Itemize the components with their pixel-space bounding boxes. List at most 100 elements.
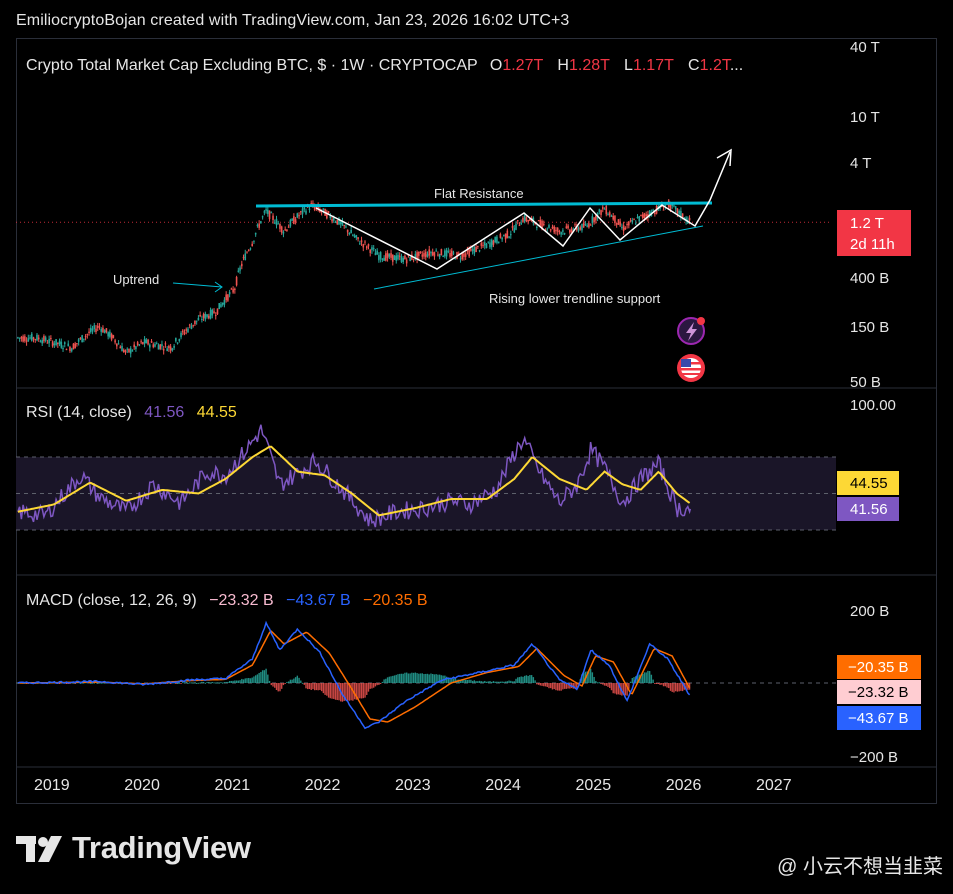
- candle: [308, 208, 311, 210]
- macd-histogram-bar: [341, 683, 344, 702]
- candle: [350, 229, 352, 234]
- candle: [438, 254, 441, 258]
- candle: [41, 340, 43, 344]
- lightning-icon[interactable]: [677, 317, 705, 345]
- macd-histogram-bar: [182, 682, 184, 684]
- candle: [105, 328, 108, 332]
- rsi-axis-tick: 100.00: [850, 397, 896, 414]
- candle: [379, 252, 382, 259]
- candle: [558, 231, 561, 233]
- macd-histogram-bar: [169, 683, 172, 684]
- macd-histogram-bar: [484, 680, 486, 683]
- macd-histogram-bar: [320, 683, 323, 692]
- candle: [588, 223, 590, 228]
- candle: [251, 243, 254, 246]
- candle: [407, 254, 410, 256]
- candle: [299, 211, 302, 213]
- candle: [506, 230, 509, 238]
- macd-histogram-bar: [263, 670, 266, 683]
- candle: [36, 334, 38, 341]
- macd-histogram-bar: [482, 681, 484, 683]
- candle: [279, 223, 281, 229]
- macd-histogram-bar: [324, 683, 326, 695]
- candle: [305, 210, 307, 214]
- candle: [586, 225, 588, 227]
- candle: [122, 349, 125, 352]
- macd-histogram-bar: [421, 673, 423, 683]
- macd-histogram-bar: [687, 683, 689, 690]
- candle: [18, 337, 21, 339]
- macd-histogram-bar: [338, 683, 340, 701]
- source-watermark: @ 小云不想当韭菜: [777, 856, 943, 878]
- macd-histogram-bar: [376, 683, 378, 686]
- tradingview-logo[interactable]: TradingView: [16, 830, 251, 866]
- macd-histogram-bar: [435, 674, 437, 683]
- candle: [293, 216, 295, 224]
- macd-histogram-bar: [192, 682, 194, 684]
- candle: [154, 344, 156, 347]
- macd-histogram-bar: [270, 683, 272, 686]
- candle: [117, 343, 120, 345]
- candle: [433, 252, 436, 257]
- flat-resistance-line: [255, 201, 713, 208]
- macd-histogram-bar: [366, 683, 368, 695]
- candle: [140, 341, 142, 343]
- macd-histogram-bar: [640, 674, 642, 683]
- candle: [567, 225, 569, 229]
- candle: [449, 252, 451, 257]
- candle: [485, 243, 488, 248]
- macd-histogram-bar: [168, 682, 170, 684]
- candle: [194, 320, 196, 325]
- candle: [213, 311, 215, 314]
- us-flag-icon[interactable]: [677, 354, 705, 382]
- candle: [516, 220, 519, 222]
- candle: [437, 254, 439, 256]
- macd-histogram-bar: [310, 683, 312, 691]
- macd-histogram-bar: [183, 682, 186, 684]
- uptrend-label: Uptrend: [113, 272, 159, 287]
- rsi-ma-tag-label: 44.55: [850, 475, 888, 492]
- candle: [114, 340, 116, 343]
- macd-histogram-bar: [418, 673, 420, 683]
- candle: [598, 209, 601, 212]
- candle: [364, 241, 366, 243]
- candle: [648, 210, 651, 216]
- macd-histogram-bar: [218, 682, 220, 684]
- candle: [503, 234, 505, 236]
- macd-histogram-bar: [681, 683, 684, 692]
- candle: [93, 325, 96, 329]
- macd-histogram-bar: [301, 682, 304, 684]
- candle: [416, 252, 418, 260]
- candle: [199, 314, 201, 317]
- candle: [624, 227, 627, 230]
- candle: [272, 215, 274, 221]
- candle: [39, 341, 42, 343]
- candle: [570, 228, 573, 233]
- macd-histogram-bar: [419, 673, 422, 683]
- macd-histogram-bar: [523, 675, 526, 683]
- candle: [67, 343, 70, 347]
- candle: [447, 251, 450, 253]
- candle: [131, 350, 134, 352]
- last-price-tag: [837, 210, 911, 256]
- candle: [463, 253, 465, 257]
- macd-histogram-bar: [395, 674, 397, 683]
- candle: [680, 210, 682, 218]
- macd-value-tag: [837, 680, 921, 704]
- macd-histogram-bar: [515, 678, 517, 683]
- macd-histogram-bar: [93, 682, 95, 684]
- candle: [143, 338, 146, 344]
- candle: [612, 215, 615, 220]
- candle: [572, 229, 575, 231]
- macd-histogram-bar: [405, 672, 408, 683]
- candle: [423, 253, 425, 257]
- candle: [214, 314, 217, 317]
- candle: [546, 228, 549, 230]
- candle: [331, 219, 333, 222]
- symbol-title: Crypto Total Market Cap Excluding BTC, $…: [26, 57, 477, 74]
- macd-histogram-bar: [478, 680, 481, 683]
- macd-histogram-bar: [503, 681, 505, 683]
- candle: [471, 249, 474, 251]
- macd-histogram-bar: [331, 683, 333, 699]
